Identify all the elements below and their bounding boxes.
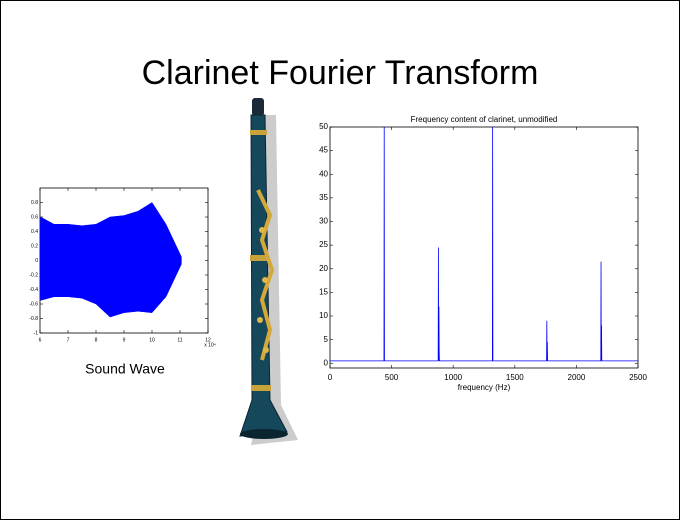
x-tick-label: 500 (385, 373, 399, 382)
y-tick-label: 5 (324, 335, 329, 344)
y-tick-label: 30 (319, 217, 328, 226)
x-tick-label: 1500 (506, 373, 524, 382)
x-tick-label: 7 (67, 337, 70, 343)
plot-area (330, 127, 638, 368)
y-tick-label: 50 (319, 122, 328, 131)
y-tick-label: 45 (319, 146, 328, 155)
slide: Clarinet Fourier Transform Sound Wave -1… (0, 0, 680, 520)
y-tick-label: -0.8 (29, 316, 38, 322)
x-tick-label: 11 (177, 337, 182, 343)
y-tick-label: 0.6 (31, 214, 38, 220)
slide-title: Clarinet Fourier Transform (142, 54, 539, 92)
x-tick-label: 8 (95, 337, 98, 343)
y-tick-label: 0 (324, 358, 329, 367)
y-tick-label: 10 (319, 311, 328, 320)
x-tick-label: 2500 (629, 373, 647, 382)
y-tick-label: 0.4 (31, 229, 38, 235)
x-tick-label: 2000 (568, 373, 586, 382)
y-tick-label: -0.4 (29, 287, 38, 293)
y-tick-label: 20 (319, 264, 328, 273)
y-tick-label: 35 (319, 193, 328, 202)
x-tick-label: 0 (328, 373, 333, 382)
x-tick-label: 1000 (444, 373, 462, 382)
y-tick-label: 25 (319, 240, 328, 249)
x-tick-label: 6 (39, 337, 42, 343)
x-axis-label: frequency (Hz) (458, 383, 511, 392)
y-tick-label: 15 (319, 288, 328, 297)
y-tick-label: -0.6 (29, 301, 38, 307)
y-tick-label: 0.8 (31, 200, 38, 206)
y-tick-label: 0 (35, 258, 38, 264)
caption: Sound Wave (85, 361, 165, 377)
x-tick-label: 9 (123, 337, 126, 343)
y-tick-label: 40 (319, 169, 328, 178)
y-tick-label: -1 (34, 330, 39, 336)
x-tick-label: 10 (149, 337, 155, 343)
chart-title: Frequency content of clarinet, unmodifie… (411, 115, 558, 124)
y-tick-label: 0.2 (31, 243, 38, 249)
x-multiplier: x 10⁴ (204, 342, 216, 348)
y-tick-label: -0.2 (29, 272, 38, 278)
